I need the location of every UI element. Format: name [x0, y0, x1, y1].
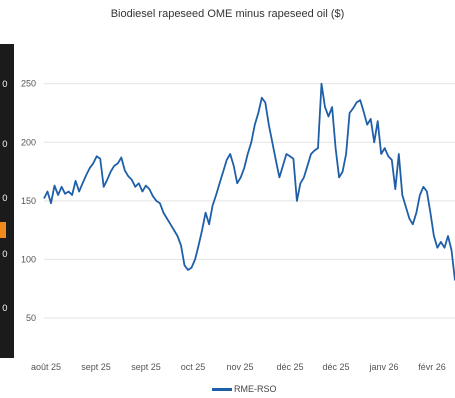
chart-title: Biodiesel rapeseed OME minus rapeseed oi… — [110, 8, 345, 20]
side-panel-glyph: 0 — [2, 304, 8, 314]
y-tick-label: 50 — [26, 313, 36, 323]
legend: RME-RSO — [212, 384, 277, 394]
side-panel-glyph: 0 — [2, 80, 8, 90]
side-panel-glyph: 0 — [2, 250, 8, 260]
legend-swatch — [212, 387, 232, 391]
x-tick-label: janv 26 — [368, 362, 398, 372]
x-tick-label: déc 25 — [322, 362, 349, 372]
side-panel-glyph: 0 — [2, 194, 8, 204]
y-tick-label: 200 — [21, 137, 36, 147]
x-tick-label: sept 25 — [81, 362, 111, 372]
x-tick-label: nov 25 — [226, 362, 253, 372]
x-tick-label: déc 25 — [276, 362, 303, 372]
x-tick-label: sept 25 — [131, 362, 161, 372]
y-tick-label: 250 — [21, 79, 36, 89]
x-tick-label: août 25 — [31, 362, 61, 372]
series-line-rme-rso — [43, 82, 455, 281]
side-panel-glyph: 0 — [2, 140, 8, 150]
x-tick-label: févr 26 — [418, 362, 446, 372]
background-accent-mark — [0, 222, 6, 238]
background-side-panel: 0 0 0 0 0 — [0, 44, 14, 358]
y-tick-label: 150 — [21, 196, 36, 206]
y-tick-label: 100 — [21, 254, 36, 264]
x-tick-label: oct 25 — [181, 362, 206, 372]
legend-label: RME-RSO — [234, 384, 277, 394]
